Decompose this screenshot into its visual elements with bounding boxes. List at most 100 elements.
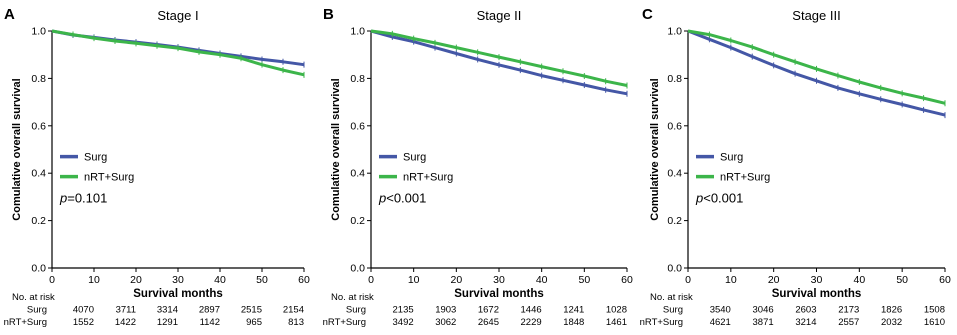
risk-value: 1826 — [881, 305, 902, 316]
panel-c: C Stage III 0.0 0.2 0.4 0.6 0.8 1.0 0 10 20 30 40 50 6… — [640, 6, 951, 328]
risk-row-label: nRT+Surg — [4, 317, 47, 328]
risk-value: 3214 — [795, 317, 816, 328]
x-tick-label: 40 — [853, 274, 865, 286]
p-value-text: =0.101 — [67, 191, 107, 206]
x-axis-label: Survival months — [133, 288, 222, 300]
series-line-surg — [687, 29, 946, 117]
panel-letter: A — [4, 6, 15, 23]
risk-value: 1422 — [115, 317, 136, 328]
risk-row-label: Surg — [27, 305, 47, 316]
x-tick-label: 40 — [536, 274, 548, 286]
risk-value: 2603 — [795, 305, 816, 316]
p-value: p<0.001 — [695, 191, 743, 206]
y-tick-label: 0.8 — [667, 73, 682, 85]
x-tick-label: 10 — [88, 274, 100, 286]
risk-row-label: Surg — [346, 305, 366, 316]
panel-b: B Stage II 0.0 0.2 0.4 0.6 0.8 1.0 0 10 20 30 40 50 60… — [323, 6, 633, 328]
x-tick-label: 40 — [214, 274, 226, 286]
p-value: p=0.101 — [59, 191, 107, 206]
risk-value: 2154 — [283, 305, 304, 316]
risk-value: 2515 — [241, 305, 262, 316]
p-value-symbol: p — [695, 191, 703, 206]
x-tick-label: 30 — [493, 274, 505, 286]
legend-label-surg: Surg — [403, 152, 426, 164]
x-tick-label: 10 — [408, 274, 420, 286]
risk-row-label: nRT+Surg — [323, 317, 366, 328]
risk-value: 1461 — [606, 317, 627, 328]
x-tick-label: 0 — [685, 274, 691, 286]
y-tick-label: 0.8 — [31, 73, 46, 85]
risk-value: 3711 — [116, 305, 136, 316]
y-axis-label: Comulative overall survival — [649, 78, 661, 220]
risk-value: 2173 — [838, 305, 859, 316]
y-tick-label: 0.2 — [31, 215, 46, 227]
y-tick-label: 0.2 — [350, 215, 365, 227]
x-tick-label: 10 — [725, 274, 737, 286]
panel-letter: C — [642, 6, 653, 23]
risk-value: 2557 — [838, 317, 859, 328]
risk-value: 3540 — [710, 305, 731, 316]
risk-value: 3492 — [393, 317, 414, 328]
y-tick-label: 0.8 — [350, 73, 365, 85]
x-tick-label: 0 — [49, 274, 55, 286]
risk-value: 3871 — [753, 317, 774, 328]
x-tick-label: 50 — [256, 274, 268, 286]
x-tick-label: 50 — [896, 274, 908, 286]
risk-value: 1508 — [924, 305, 945, 316]
legend-label-surg: Surg — [720, 152, 743, 164]
y-tick-label: 0.0 — [350, 263, 365, 275]
x-tick-label: 0 — [368, 274, 374, 286]
y-tick-label: 0.6 — [31, 120, 46, 132]
x-axis-label: Survival months — [454, 288, 543, 300]
risk-value: 1903 — [435, 305, 456, 316]
risk-value: 3062 — [435, 317, 456, 328]
risk-value: 1241 — [563, 305, 584, 316]
risk-row-label: nRT+Surg — [640, 317, 683, 328]
risk-value: 2135 — [393, 305, 414, 316]
risk-value: 1848 — [563, 317, 584, 328]
panel-title: Stage II — [477, 8, 522, 23]
y-axis-label: Comulative overall survival — [11, 78, 23, 220]
y-tick-label: 1.0 — [31, 26, 46, 38]
risk-value: 4070 — [73, 305, 94, 316]
risk-value: 3046 — [753, 305, 774, 316]
y-tick-label: 1.0 — [350, 26, 365, 38]
risk-row-label: Surg — [663, 305, 683, 316]
risk-table-title: No. at risk — [331, 292, 374, 303]
x-tick-label: 60 — [298, 274, 310, 286]
series-line-nrt-surg — [51, 29, 305, 77]
y-tick-label: 1.0 — [667, 26, 682, 38]
x-tick-label: 30 — [811, 274, 823, 286]
legend-label-nrt-surg: nRT+Surg — [720, 172, 770, 184]
y-tick-label: 0.4 — [350, 168, 365, 180]
x-tick-label: 30 — [172, 274, 184, 286]
p-value-symbol: p — [59, 191, 67, 206]
risk-value: 2229 — [521, 317, 542, 328]
legend-label-nrt-surg: nRT+Surg — [84, 172, 134, 184]
risk-value: 1291 — [157, 317, 178, 328]
risk-table-title: No. at risk — [650, 292, 693, 303]
risk-value: 813 — [288, 317, 304, 328]
y-tick-label: 0.4 — [31, 168, 46, 180]
risk-value: 1446 — [521, 305, 542, 316]
risk-value: 2645 — [478, 317, 499, 328]
risk-value: 1610 — [924, 317, 945, 328]
x-tick-label: 20 — [450, 274, 462, 286]
x-axis-label: Survival months — [772, 288, 861, 300]
x-tick-label: 50 — [578, 274, 590, 286]
legend-label-surg: Surg — [84, 152, 107, 164]
risk-value: 4621 — [710, 317, 731, 328]
p-value-symbol: p — [378, 191, 386, 206]
y-tick-label: 0.6 — [667, 120, 682, 132]
y-tick-label: 0.0 — [31, 263, 46, 275]
panel-title: Stage I — [157, 8, 198, 23]
panel-a: A Stage I 0.0 0.2 0.4 0.6 0.8 1.0 0 10 20 30 40 50 60 C… — [4, 6, 310, 328]
x-tick-label: 20 — [130, 274, 142, 286]
risk-value: 2032 — [881, 317, 902, 328]
y-tick-label: 0.4 — [667, 168, 682, 180]
risk-table-title: No. at risk — [12, 292, 55, 303]
y-tick-label: 0.6 — [350, 120, 365, 132]
risk-value: 3314 — [157, 305, 178, 316]
x-tick-label: 60 — [621, 274, 633, 286]
